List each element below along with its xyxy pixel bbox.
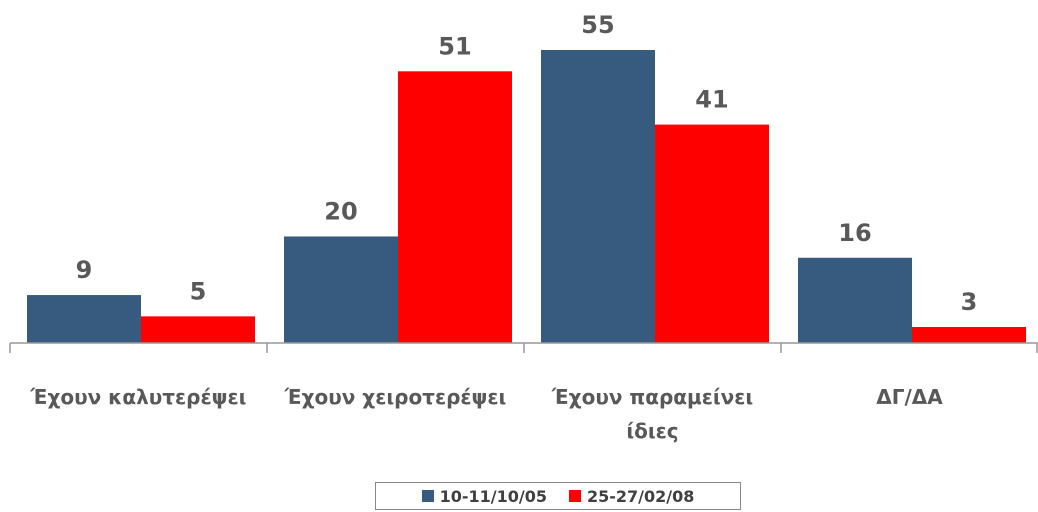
data-label: 20 xyxy=(324,197,357,225)
legend-swatch xyxy=(421,490,434,502)
legend: 10-11/10/05 25-27/02/08 xyxy=(375,482,741,510)
x-tick-label: Έχουν παραμείνει ίδιες xyxy=(551,385,754,443)
data-label: 3 xyxy=(961,288,978,316)
bar xyxy=(541,50,655,343)
data-label: 41 xyxy=(695,86,728,114)
bar xyxy=(27,295,141,343)
x-tick-label: ΔΓ/ΔΑ xyxy=(876,385,943,409)
bar xyxy=(912,327,1026,343)
legend-label: 25-27/02/08 xyxy=(587,486,695,506)
x-tick-label: Έχουν καλυτερέψει xyxy=(30,385,247,409)
data-label: 5 xyxy=(190,277,207,305)
bar xyxy=(798,257,912,343)
data-label: 9 xyxy=(76,256,93,284)
legend-label: 10-11/10/05 xyxy=(439,486,547,506)
data-label: 16 xyxy=(838,219,871,247)
x-tick-label: Έχουν χειροτερέψει xyxy=(284,385,507,409)
legend-item: 25-27/02/08 xyxy=(569,487,694,506)
data-label: 51 xyxy=(438,32,471,60)
bar xyxy=(398,71,512,344)
legend-item: 10-11/10/05 xyxy=(421,486,547,506)
bar xyxy=(284,236,398,343)
bar xyxy=(141,316,255,343)
bar xyxy=(655,124,769,343)
legend-swatch xyxy=(569,490,581,502)
data-label: 55 xyxy=(581,11,614,39)
